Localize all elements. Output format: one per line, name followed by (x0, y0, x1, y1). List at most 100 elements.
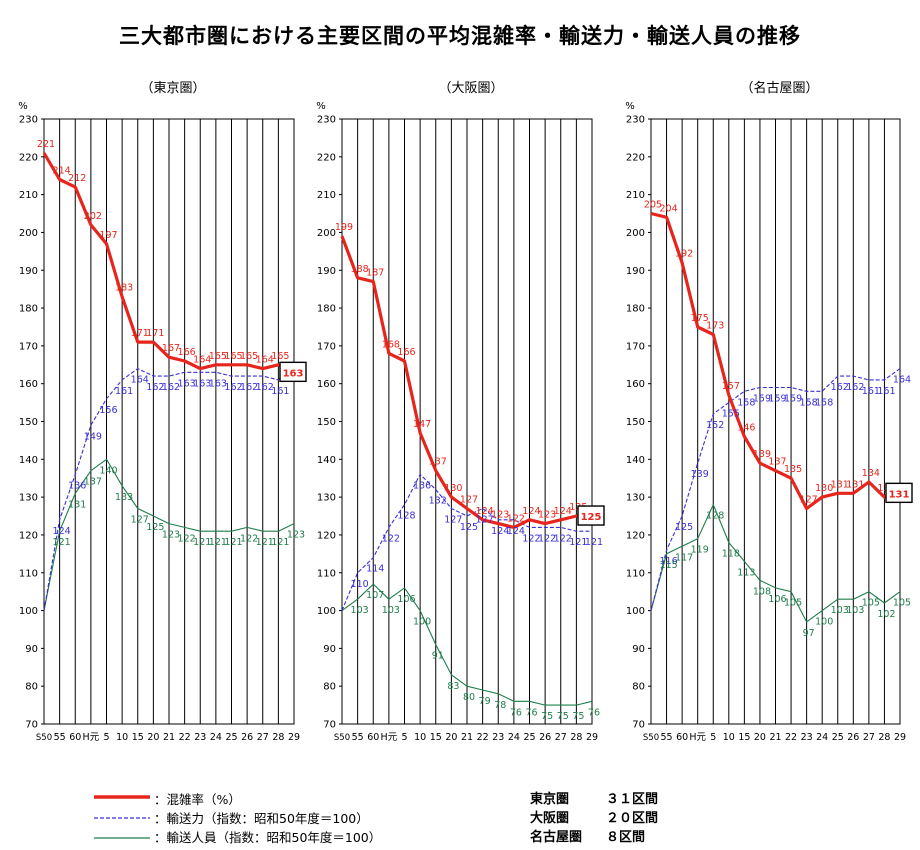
data-label-passengers: 103 (831, 605, 849, 616)
data-label-capacity: 158 (737, 397, 755, 408)
x-tick-label: 23 (801, 732, 813, 743)
data-label-capacity: 162 (256, 382, 274, 393)
data-label-congestion: 199 (335, 222, 353, 233)
data-label-passengers: 121 (193, 537, 211, 548)
data-label-passengers: 75 (541, 711, 553, 722)
x-tick-label: S50 (334, 733, 350, 743)
section-row-osaka: 大阪圏 ２０区間 (530, 809, 658, 828)
x-tick-label: 27 (257, 732, 269, 743)
legend-label-capacity: ：輸送力（指数：昭和50年度＝100） (154, 811, 369, 826)
data-label-passengers: 118 (722, 549, 740, 560)
data-label-capacity: 159 (753, 393, 771, 404)
x-tick-label: 21 (769, 732, 781, 743)
boxed-value-frame (279, 361, 307, 383)
data-label-passengers: 78 (494, 700, 506, 711)
series-line-capacity (43, 360, 295, 611)
data-label-congestion: 127 (460, 494, 478, 505)
data-label-passengers: 128 (706, 511, 724, 522)
data-label-passengers: 83 (447, 681, 459, 692)
x-tick-label: 55 (54, 732, 66, 743)
y-tick-label: 180 (626, 304, 645, 315)
data-label-passengers: 125 (146, 522, 164, 533)
x-tick-label: 27 (863, 732, 875, 743)
data-label-capacity: 136 (68, 480, 86, 491)
boxed-value-label: 163 (283, 368, 304, 379)
data-label-capacity: 128 (397, 511, 415, 522)
data-label-congestion: 187 (366, 268, 384, 279)
y-tick-label: 70 (323, 720, 336, 731)
data-label-capacity: 121 (569, 537, 587, 548)
panel-title: （東京圏） (140, 80, 205, 96)
data-label-congestion: 137 (429, 457, 447, 468)
data-label-passengers: 127 (131, 514, 149, 525)
data-label-congestion: 165 (224, 351, 242, 362)
boxed-value-label: 131 (889, 489, 910, 500)
series-line-capacity (650, 368, 901, 611)
y-tick-label: 180 (19, 304, 38, 315)
data-label-passengers: 102 (877, 609, 895, 620)
x-tick-label: 10 (116, 732, 128, 743)
data-label-congestion: 188 (351, 264, 369, 275)
x-tick-label: 23 (492, 732, 504, 743)
data-label-capacity: 136 (413, 480, 431, 491)
data-label-passengers: 121 (224, 537, 242, 548)
data-label-congestion: 124 (554, 506, 572, 517)
y-tick-label: 230 (317, 115, 336, 126)
data-label-capacity: 124 (491, 526, 509, 537)
data-label-capacity: 162 (146, 382, 164, 393)
y-tick-label: 130 (19, 493, 38, 504)
y-tick-label: 90 (323, 644, 336, 655)
legend-swatch-passengers (94, 837, 150, 839)
y-tick-label: 80 (323, 682, 336, 693)
data-label-passengers: 121 (209, 537, 227, 548)
x-tick-label: 21 (461, 732, 473, 743)
data-label-congestion: 165 (209, 351, 227, 362)
x-tick-label: 60 (676, 732, 688, 743)
data-label-capacity: 122 (538, 533, 556, 544)
data-label-congestion: 221 (37, 139, 55, 150)
x-tick-label: 5 (103, 732, 109, 743)
x-tick-label: 29 (586, 732, 598, 743)
y-tick-label: 110 (626, 568, 645, 579)
data-label-passengers: 103 (846, 605, 864, 616)
x-tick-label: 22 (179, 732, 191, 743)
data-label-congestion: 130 (815, 483, 833, 494)
y-tick-label: 100 (317, 606, 336, 617)
data-label-passengers: 103 (351, 605, 369, 616)
y-tick-label: 120 (317, 530, 336, 541)
data-label-capacity: 110 (351, 579, 369, 590)
data-label-congestion: 171 (131, 328, 149, 339)
data-label-congestion: 204 (659, 203, 677, 214)
data-label-congestion: 205 (644, 200, 662, 211)
data-label-passengers: 113 (737, 567, 755, 578)
data-label-passengers: 76 (525, 707, 537, 718)
y-tick-label: 220 (317, 152, 336, 163)
data-label-passengers: 106 (768, 594, 786, 605)
y-tick-label: 110 (317, 568, 336, 579)
data-label-passengers: 76 (510, 707, 522, 718)
data-label-congestion: 183 (115, 283, 133, 294)
section-count: ３１区間 (606, 792, 659, 807)
x-tick-label: 26 (847, 732, 859, 743)
y-tick-label: 130 (626, 493, 645, 504)
data-label-congestion: 146 (737, 423, 755, 434)
panel-title: （大阪圏） (438, 81, 503, 96)
y-tick-label: 120 (19, 530, 38, 541)
x-tick-label: 25 (832, 732, 844, 743)
series-line-congestion (42, 152, 295, 374)
x-tick-label: 24 (210, 732, 222, 743)
data-label-passengers: 100 (815, 617, 833, 628)
data-label-capacity: 164 (893, 375, 911, 386)
x-tick-label: 28 (272, 732, 284, 743)
data-label-congestion: 165 (271, 351, 289, 362)
series-line-congestion (340, 235, 592, 530)
data-label-passengers: 75 (572, 711, 584, 722)
data-label-capacity: 162 (831, 382, 849, 393)
data-label-passengers: 119 (691, 545, 709, 556)
data-label-capacity: 162 (846, 382, 864, 393)
data-label-capacity: 114 (366, 564, 384, 575)
data-label-congestion: 164 (256, 355, 274, 366)
data-label-congestion: 165 (240, 351, 258, 362)
data-label-congestion: 127 (800, 494, 818, 505)
series-line-congestion (650, 211, 901, 511)
